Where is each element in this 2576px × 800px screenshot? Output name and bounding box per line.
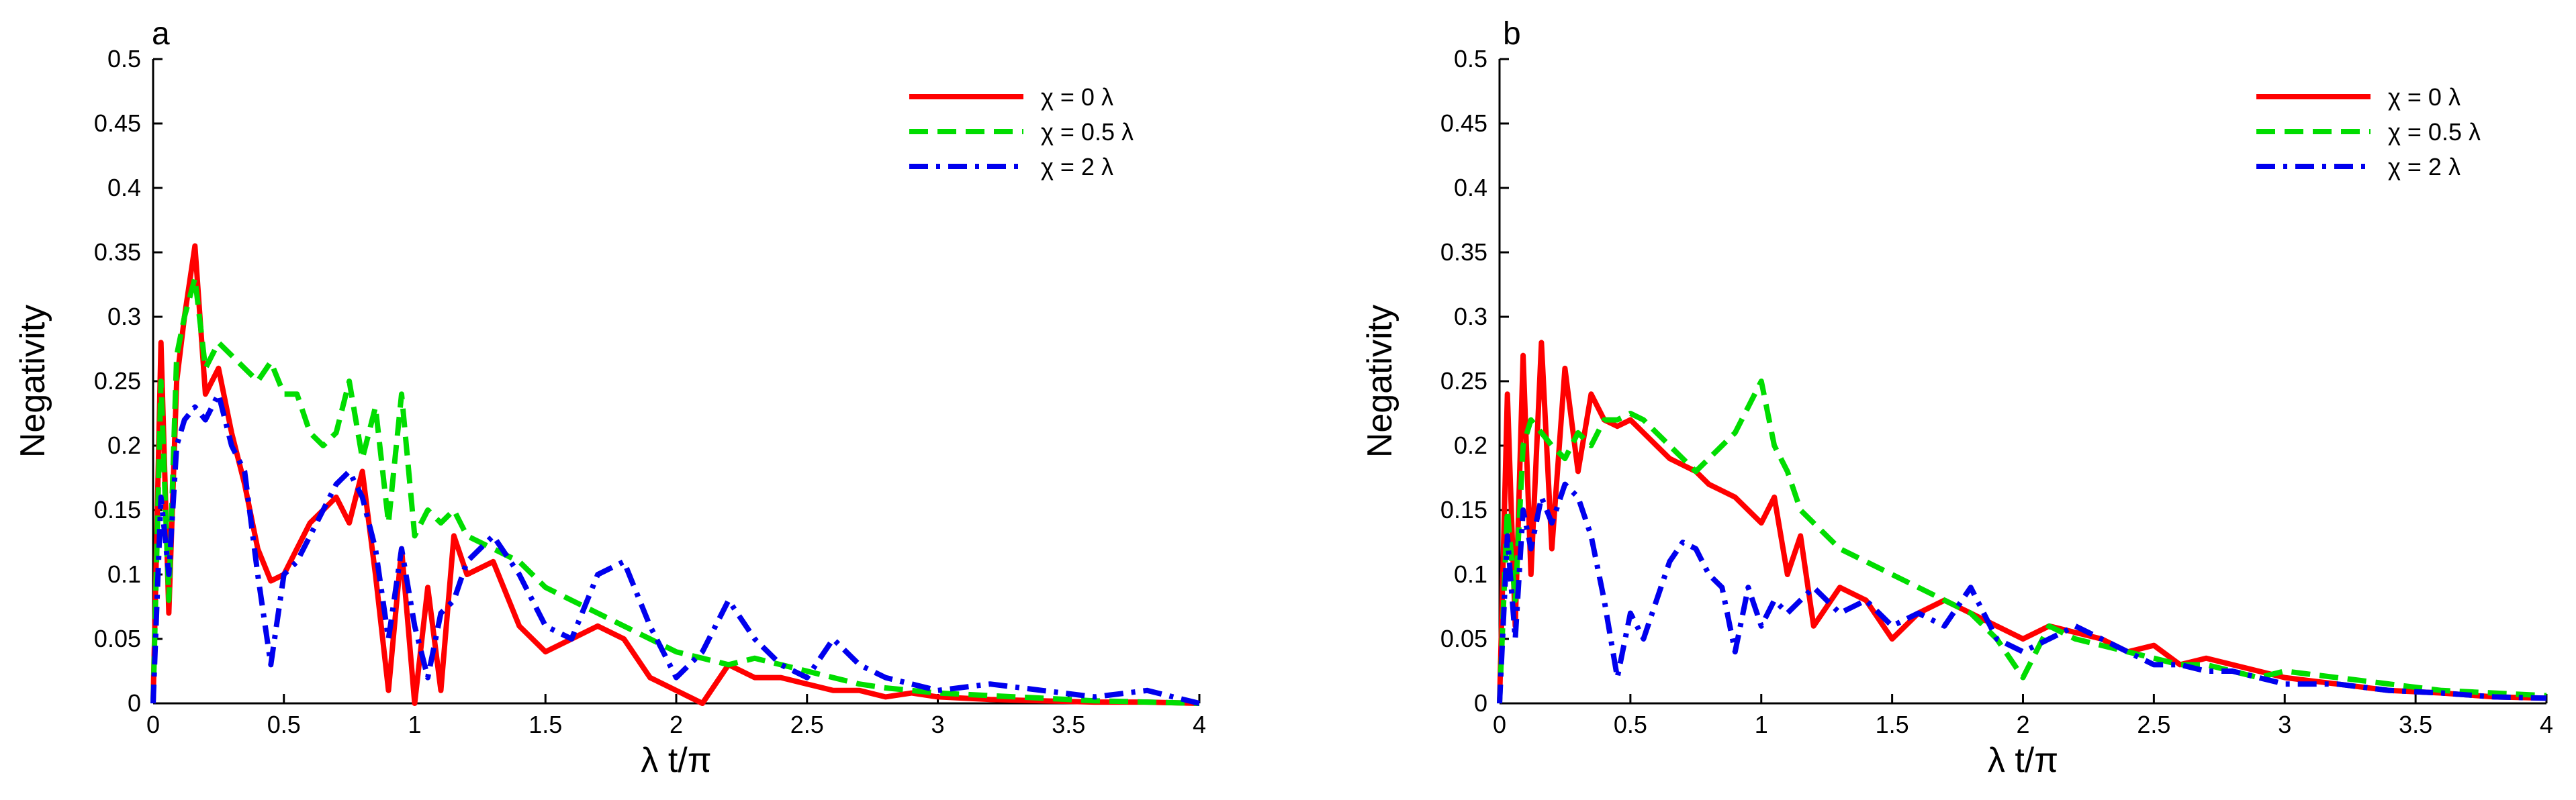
series-line-3	[150, 391, 1200, 706]
y-tick-label: 0	[128, 689, 141, 717]
x-tick-label: 0.5	[1614, 711, 1647, 738]
x-tick-label: 0	[146, 711, 160, 738]
y-tick-label: 0.05	[1440, 625, 1487, 652]
x-tick-label: 1	[1755, 711, 1768, 738]
x-tick-label: 3.5	[1052, 711, 1085, 738]
chart-panel-a: 0 0.05 0.1 0.15 0.2 0.25 0.3 0.35 0.4 0.45 0.5 0 0.5…	[13, 16, 1206, 780]
series-line-2	[150, 275, 1200, 706]
y-tick-label: 0.4	[107, 174, 141, 201]
y-tick-label: 0.15	[94, 496, 141, 523]
y-tick-label: 0.25	[1440, 367, 1487, 395]
y-tick-label: 0.25	[94, 367, 141, 395]
y-tick-label: 0.5	[107, 45, 141, 72]
y-axis-label: Negativity	[1361, 305, 1399, 458]
legend-label-1: χ = 0 λ	[2388, 83, 2460, 111]
x-tick-label: 3.5	[2399, 711, 2432, 738]
y-tick-label: 0.5	[1454, 45, 1487, 72]
y-tick-label: 0.15	[1440, 496, 1487, 523]
y-tick-label: 0.1	[107, 560, 141, 588]
legend-label-2: χ = 0.5 λ	[2388, 118, 2481, 146]
panel-label: a	[152, 16, 170, 52]
y-tick-label: 0.2	[107, 432, 141, 459]
legend-label-1: χ = 0 λ	[1041, 83, 1113, 111]
x-tick-label: 0.5	[267, 711, 301, 738]
x-tick-label: 0	[1493, 711, 1506, 738]
series-line-1	[150, 243, 1200, 706]
y-axis-label: Negativity	[13, 305, 52, 458]
series-line-1	[1497, 340, 2547, 704]
y-tick-label: 0.1	[1454, 560, 1487, 588]
legend-label-3: χ = 2 λ	[2388, 153, 2460, 181]
panel-label: b	[1503, 16, 1521, 52]
x-tick-label: 2.5	[790, 711, 824, 738]
x-tick-label: 2	[2016, 711, 2029, 738]
x-tick-label: 4	[1193, 711, 1206, 738]
legend-label-3: χ = 2 λ	[1041, 153, 1113, 181]
series-line-3	[1497, 481, 2547, 704]
y-tick-label: 0.2	[1454, 432, 1487, 459]
x-tick-label: 1.5	[1876, 711, 1909, 738]
y-tick-label: 0.3	[1454, 303, 1487, 330]
x-axis-label: λ t/π	[1988, 741, 2058, 780]
y-tick-label: 0.45	[1440, 109, 1487, 137]
y-tick-label: 0.4	[1454, 174, 1487, 201]
x-tick-label: 2	[670, 711, 683, 738]
x-tick-label: 4	[2540, 711, 2553, 738]
y-tick-label: 0.05	[94, 625, 141, 652]
x-tick-label: 1.5	[528, 711, 562, 738]
y-tick-label: 0.35	[94, 238, 141, 266]
y-tick-label: 0	[1474, 689, 1487, 717]
y-tick-label: 0.45	[94, 109, 141, 137]
x-tick-label: 3	[931, 711, 944, 738]
x-axis-label: λ t/π	[641, 741, 711, 780]
y-tick-label: 0.3	[107, 303, 141, 330]
legend-label-2: χ = 0.5 λ	[1041, 118, 1134, 146]
x-tick-label: 2.5	[2137, 711, 2170, 738]
x-tick-label: 1	[408, 711, 421, 738]
x-tick-label: 3	[2278, 711, 2291, 738]
chart-panel-b: 0 0.05 0.1 0.15 0.2 0.25 0.3 0.35 0.4 0.45 0.5 0 0.5…	[1361, 16, 2553, 780]
series-line-2	[1497, 379, 2547, 704]
y-tick-label: 0.35	[1440, 238, 1487, 266]
